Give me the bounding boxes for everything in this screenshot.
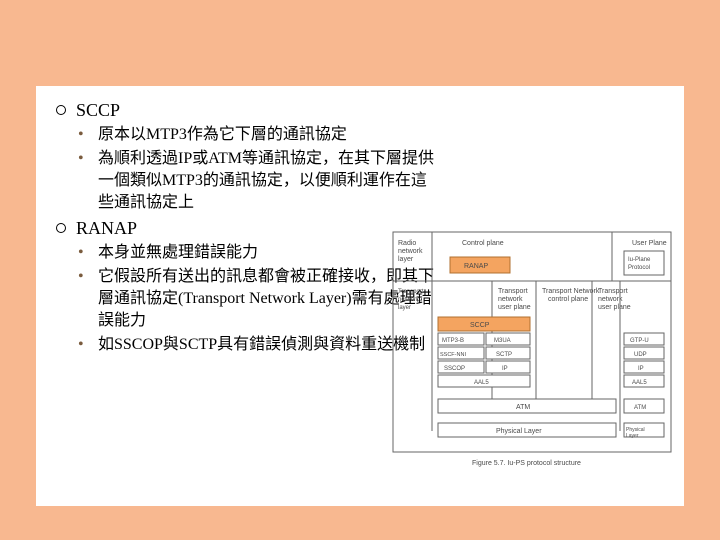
svg-text:network: network [498,296,523,303]
svg-text:UDP: UDP [634,352,647,358]
svg-text:M3UA: M3UA [494,338,511,344]
svg-text:GTP-U: GTP-U [630,338,649,344]
svg-text:control plane: control plane [548,296,588,303]
outline-subtext: 原本以MTP3作為它下層的通訊協定 [98,124,347,146]
outline-item: SCCP [54,98,434,122]
outline-head: RANAP [76,216,137,240]
dot-bullet-icon: • [78,148,98,170]
svg-text:network: network [398,248,423,255]
svg-text:network: network [398,297,420,303]
dot-bullet-icon: • [78,334,98,356]
content-box: SCCP • 原本以MTP3作為它下層的通訊協定 • 為順利透過IP或ATM等通… [36,86,684,506]
outline-subtext: 本身並無處理錯誤能力 [98,242,258,264]
outline-text: SCCP • 原本以MTP3作為它下層的通訊協定 • 為順利透過IP或ATM等通… [54,98,434,358]
svg-text:Transport Network: Transport Network [542,288,600,295]
svg-text:SSCF-NNI: SSCF-NNI [440,352,466,358]
svg-text:network: network [598,296,623,303]
outline-subtext: 為順利透過IP或ATM等通訊協定，在其下層提供一個類似MTP3的通訊協定，以便順… [98,148,434,214]
svg-text:User Plane: User Plane [632,240,667,247]
circle-bullet-icon [54,216,76,233]
svg-text:AAL5: AAL5 [474,380,489,386]
svg-text:Transport: Transport [398,289,424,295]
svg-text:AAL5: AAL5 [632,380,647,386]
svg-text:ATM: ATM [634,405,646,411]
svg-text:Transport: Transport [498,288,528,295]
outline-subtext: 它假設所有送出的訊息都會被正確接收，即其下層通訊協定(Transport Net… [98,266,434,332]
svg-text:user plane: user plane [498,304,531,311]
outline-subitem: • 原本以MTP3作為它下層的通訊協定 [78,124,434,146]
svg-text:Layer: Layer [626,433,639,439]
svg-text:Transport: Transport [598,288,628,295]
dot-bullet-icon: • [78,124,98,146]
dot-bullet-icon: • [78,242,98,264]
svg-text:RANAP: RANAP [464,263,488,270]
circle-bullet-icon [54,98,76,115]
svg-text:IP: IP [638,366,644,372]
outline-subitem: • 為順利透過IP或ATM等通訊協定，在其下層提供一個類似MTP3的通訊協定，以… [78,148,434,214]
svg-text:ATM: ATM [516,404,530,411]
svg-text:user plane: user plane [598,304,631,311]
protocol-stack-diagram: Radio network layer Control plane Transp… [392,231,672,476]
svg-text:Radio: Radio [398,240,416,247]
svg-text:Physical Layer: Physical Layer [496,428,542,435]
outline-subitem: • 如SSCOP與SCTP具有錯誤偵測與資料重送機制 [78,334,434,356]
slide: SCCP • 原本以MTP3作為它下層的通訊協定 • 為順利透過IP或ATM等通… [0,0,720,540]
svg-text:layer: layer [398,305,411,311]
outline-subtext: 如SSCOP與SCTP具有錯誤偵測與資料重送機制 [98,334,425,356]
svg-text:SSCOP: SSCOP [444,366,465,372]
svg-text:Control plane: Control plane [462,240,504,247]
outline-subitem: • 本身並無處理錯誤能力 [78,242,434,264]
dot-bullet-icon: • [78,266,98,288]
svg-text:Iu-Plane: Iu-Plane [628,257,651,263]
outline-item: RANAP [54,216,434,240]
svg-text:IP: IP [502,366,508,372]
outline-head: SCCP [76,98,120,122]
svg-text:Protocol: Protocol [628,265,650,271]
svg-text:layer: layer [398,256,414,263]
diagram-caption: Figure 5.7. Iu-PS protocol structure [472,460,581,467]
svg-text:SCCP: SCCP [470,322,490,329]
svg-text:SCTP: SCTP [496,352,512,358]
svg-text:MTP3-B: MTP3-B [442,338,464,344]
outline-subitem: • 它假設所有送出的訊息都會被正確接收，即其下層通訊協定(Transport N… [78,266,434,332]
